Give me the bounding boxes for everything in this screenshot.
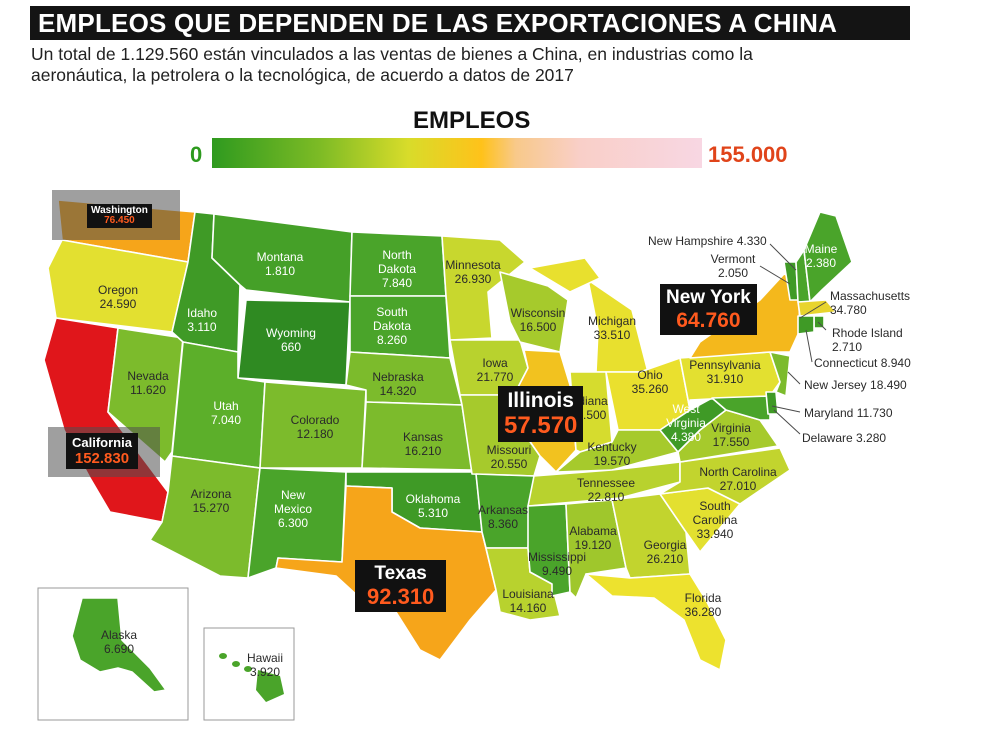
label-rhode-island: Rhode Island 2.710 xyxy=(832,326,903,354)
label-virginia: Virginia 17.550 xyxy=(711,421,751,449)
label-alaska: Alaska 6.690 xyxy=(100,628,138,656)
label-delaware: Delaware 3.280 xyxy=(802,431,887,445)
label-missouri: Missouri 20.550 xyxy=(486,443,532,471)
callout-texas: Texas 92.310 xyxy=(355,560,447,612)
callout-illinois: Illinois 57.570 xyxy=(498,386,584,442)
label-utah: Utah 7.040 xyxy=(210,399,242,427)
label-arizona: Arizona 15.270 xyxy=(190,487,232,515)
state-nevada xyxy=(107,327,184,463)
legend-min-label: 0 xyxy=(190,142,203,167)
label-mississippi: Mississippi 9.490 xyxy=(527,550,587,578)
hawaii-inset-frame xyxy=(203,627,295,721)
state-delaware xyxy=(765,391,779,415)
label-south-carolina: South Carolina 33.940 xyxy=(692,499,738,541)
label-pennsylvania: Pennsylvania 31.910 xyxy=(689,358,761,386)
label-new-hampshire: New Hampshire 4.330 xyxy=(648,234,767,248)
label-arkansas: Arkansas 8.360 xyxy=(477,503,529,531)
label-north-carolina: North Carolina 27.010 xyxy=(699,465,777,493)
callout-new-york: New York 64.760 xyxy=(660,284,757,335)
label-ohio: Ohio 35.260 xyxy=(631,368,669,396)
label-wisconsin: Wisconsin 16.500 xyxy=(510,306,566,334)
label-north-dakota: North Dakota 7.840 xyxy=(377,248,417,290)
state-alaska xyxy=(71,597,167,693)
label-connecticut: Connecticut 8.940 xyxy=(814,356,911,370)
state-oregon xyxy=(47,239,189,333)
label-maine: Maine 2.380 xyxy=(804,242,838,270)
leader-lines xyxy=(759,243,827,435)
label-new-mexico: New Mexico 6.300 xyxy=(273,488,312,530)
label-michigan: Michigan 33.510 xyxy=(587,314,637,342)
state-arizona xyxy=(149,455,261,579)
state-michigan-up xyxy=(529,257,601,293)
callout-washington: Washington 76.450 xyxy=(87,204,152,228)
label-tennessee: Tennessee 22.810 xyxy=(576,476,636,504)
label-montana: Montana 1.810 xyxy=(256,250,304,278)
state-hawaii xyxy=(219,653,284,702)
page-subtitle: Un total de 1.129.560 están vinculados a… xyxy=(31,44,753,85)
label-kansas: Kansas 16.210 xyxy=(402,430,444,458)
label-oklahoma: Oklahoma 5.310 xyxy=(405,492,461,520)
state-north-carolina xyxy=(659,447,791,505)
title-bar: EMPLEOS QUE DEPENDEN DE LAS EXPORTACIONE… xyxy=(30,6,910,40)
label-louisiana: Louisiana 14.160 xyxy=(502,587,554,615)
label-minnesota: Minnesota 26.930 xyxy=(445,258,501,286)
callout-california: California 152.830 xyxy=(66,433,138,469)
state-maryland xyxy=(711,395,771,421)
label-wyoming: Wyoming 660 xyxy=(266,326,316,354)
label-georgia: Georgia 26.210 xyxy=(643,538,687,566)
label-kentucky: Kentucky 19.570 xyxy=(587,440,637,468)
state-new-jersey xyxy=(769,351,791,397)
label-west-virginia: West Virginia 4.380 xyxy=(666,402,706,444)
label-nevada: Nevada 11.620 xyxy=(127,369,169,397)
label-maryland: Maryland 11.730 xyxy=(804,406,893,420)
label-iowa: Iowa 21.770 xyxy=(476,356,514,384)
label-alabama: Alabama 19.120 xyxy=(569,524,617,552)
label-colorado: Colorado 12.180 xyxy=(290,413,340,441)
label-vermont: Vermont 2.050 xyxy=(710,252,756,280)
legend-title: EMPLEOS xyxy=(413,107,531,134)
label-oregon: Oregon 24.590 xyxy=(97,283,139,311)
state-connecticut xyxy=(797,315,815,335)
label-nebraska: Nebraska 14.320 xyxy=(372,370,424,398)
label-south-dakota: South Dakota 8.260 xyxy=(372,305,412,347)
legend-max-label: 155.000 xyxy=(708,142,788,167)
label-idaho: Idaho 3.110 xyxy=(186,306,218,334)
label-florida: Florida 36.280 xyxy=(684,591,722,619)
state-kentucky xyxy=(555,429,679,473)
page-title: EMPLEOS QUE DEPENDEN DE LAS EXPORTACIONE… xyxy=(38,8,838,38)
label-massachusetts: Massachusetts 34.780 xyxy=(830,289,911,317)
label-new-jersey: New Jersey 18.490 xyxy=(804,378,907,392)
legend-color-scale xyxy=(212,138,702,168)
state-minnesota xyxy=(441,235,526,341)
label-hawaii: Hawaii 3.920 xyxy=(246,651,284,679)
state-florida xyxy=(585,573,727,671)
